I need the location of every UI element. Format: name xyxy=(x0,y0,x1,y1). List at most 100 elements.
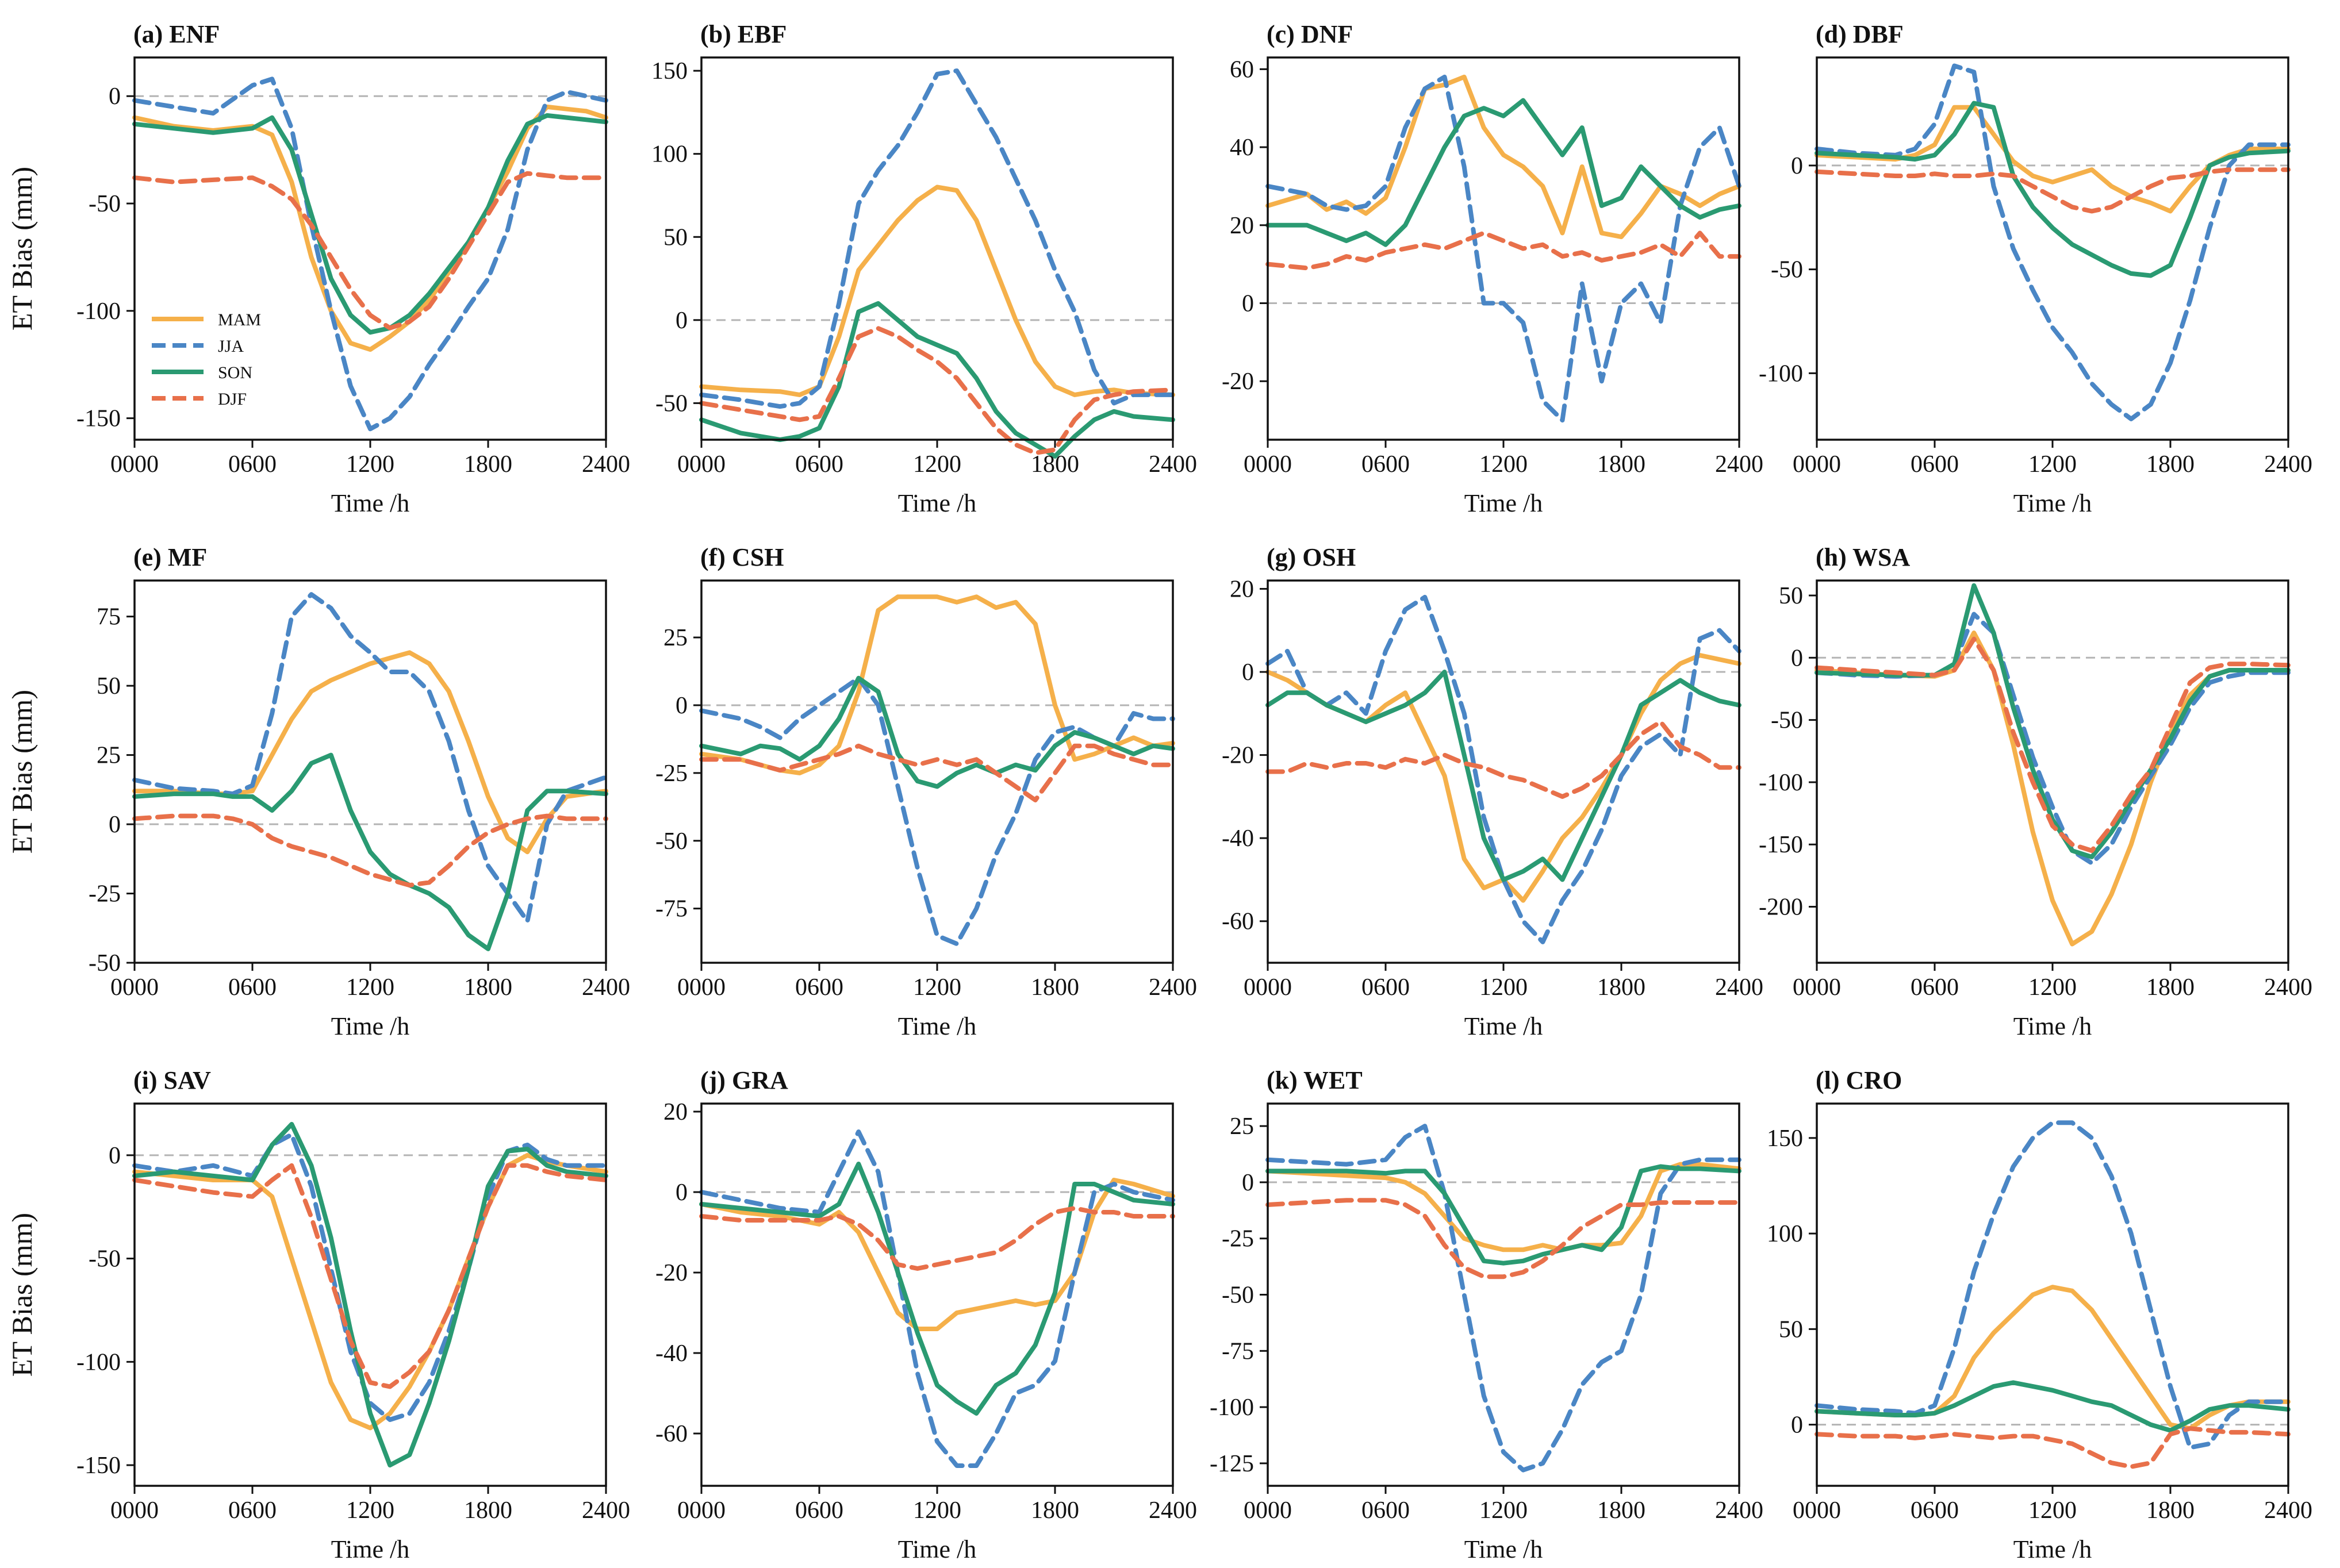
x-axis-label: Time /h xyxy=(898,489,977,517)
plot-frame xyxy=(1267,579,1740,964)
x-tick-label: 0600 xyxy=(228,1497,277,1524)
series-line-mam xyxy=(699,1178,1175,1331)
y-tick-label: 50 xyxy=(1779,583,1803,609)
x-tick-label: 1800 xyxy=(2146,974,2195,1001)
y-tick-label: -40 xyxy=(1222,825,1254,852)
panel-c-dnf: (c) DNF 0000 0600 1200 1800 2400 Time /h -20 0 20… xyxy=(1222,20,1763,517)
y-tick-label: -100 xyxy=(1759,360,1803,387)
x-axis-label: Time /h xyxy=(898,1012,977,1040)
series-line-jja xyxy=(1265,594,1741,944)
y-tick-label: 0 xyxy=(676,1179,688,1206)
series-line-djf xyxy=(132,1163,608,1389)
series-line-mam xyxy=(132,1152,608,1431)
y-tick-label: 0 xyxy=(109,83,121,110)
x-tick-label: 0000 xyxy=(677,974,726,1001)
x-tick-label: 0600 xyxy=(795,451,843,478)
series-line-jja xyxy=(132,76,608,432)
panel-f-csh: (f) CSH 0000 0600 1200 1800 2400 Time /h 25 0 -25… xyxy=(655,543,1197,1040)
series-line-son xyxy=(699,675,1175,789)
y-tick-label: -50 xyxy=(655,828,688,855)
x-tick-label: 1200 xyxy=(913,451,961,478)
panel-title: (l) CRO xyxy=(1816,1066,1902,1094)
x-tick-label: 1800 xyxy=(464,974,512,1001)
x-tick-label: 1200 xyxy=(913,1497,961,1524)
x-tick-label: 1200 xyxy=(346,1497,394,1524)
series-line-mam xyxy=(132,650,608,855)
x-tick-label: 0000 xyxy=(1244,974,1292,1001)
y-tick-label: 0 xyxy=(109,1143,121,1169)
y-tick-label: 20 xyxy=(1230,213,1254,239)
y-tick-label: -20 xyxy=(655,1260,688,1286)
series-line-jja xyxy=(699,68,1175,409)
y-tick-label: 75 xyxy=(97,604,121,631)
panel-title: (e) MF xyxy=(133,543,207,571)
x-tick-label: 2400 xyxy=(1149,974,1197,1001)
plot-frame xyxy=(133,579,607,964)
series-line-son xyxy=(1815,101,2291,278)
y-tick-label: -50 xyxy=(1222,1282,1254,1309)
y-tick-label: 40 xyxy=(1230,134,1254,161)
panel-d-dbf: (d) DBF 0000 0600 1200 1800 2400 Time /h 0 -50 -1… xyxy=(1759,20,2312,517)
x-tick-label: 2400 xyxy=(582,974,630,1001)
series-line-jja xyxy=(699,1129,1175,1468)
y-tick-label: -50 xyxy=(655,390,688,417)
series-line-son xyxy=(1265,1164,1741,1266)
x-tick-label: 1800 xyxy=(1597,451,1645,478)
x-tick-label: 0000 xyxy=(1793,1497,1841,1524)
panel-k-wet: (k) WET 0000 0600 1200 1800 2400 Time /h 25 0 -25… xyxy=(1210,1066,1763,1563)
x-tick-label: 0600 xyxy=(228,451,277,478)
x-tick-label: 1800 xyxy=(464,1497,512,1524)
panel-j-gra: (j) GRA 0000 0600 1200 1800 2400 Time /h 20 0 -20… xyxy=(655,1066,1197,1563)
x-tick-label: 0600 xyxy=(1911,451,1959,478)
x-tick-label: 2400 xyxy=(1715,451,1763,478)
series-line-mam xyxy=(1265,74,1741,240)
y-tick-label: 60 xyxy=(1230,56,1254,83)
panel-g-osh: (g) OSH 0000 0600 1200 1800 2400 Time /h 20 0 -20… xyxy=(1222,543,1763,1040)
x-tick-label: 0000 xyxy=(110,451,159,478)
plot-frame xyxy=(700,579,1174,964)
x-tick-label: 0000 xyxy=(110,1497,159,1524)
x-axis-label: Time /h xyxy=(2013,489,2092,517)
panel-title: (d) DBF xyxy=(1816,20,1904,48)
x-axis-label: Time /h xyxy=(1464,1012,1543,1040)
x-tick-label: 1800 xyxy=(1031,1497,1079,1524)
y-tick-label: -50 xyxy=(89,191,121,217)
y-tick-label: -25 xyxy=(655,760,688,787)
x-tick-label: 1200 xyxy=(2028,974,2077,1001)
x-tick-label: 1800 xyxy=(464,451,512,478)
x-tick-label: 0600 xyxy=(795,1497,843,1524)
x-tick-label: 2400 xyxy=(1149,1497,1197,1524)
x-tick-label: 1800 xyxy=(1597,974,1645,1001)
x-tick-label: 1200 xyxy=(346,974,394,1001)
series-line-son xyxy=(1815,1380,2291,1433)
y-tick-label: -20 xyxy=(1222,743,1254,769)
panel-a-enf: (a) ENF 0000 0600 1200 1800 2400 Time /h 0 -50 -1… xyxy=(6,20,630,517)
series-line-jja xyxy=(1265,1124,1741,1473)
plot-frame xyxy=(1816,56,2289,441)
x-tick-label: 0600 xyxy=(1911,1497,1959,1524)
y-tick-label: 50 xyxy=(663,224,688,251)
x-tick-label: 2400 xyxy=(2264,1497,2312,1524)
x-tick-label: 1200 xyxy=(2028,451,2077,478)
x-tick-label: 1200 xyxy=(2028,1497,2077,1524)
x-tick-label: 2400 xyxy=(2264,451,2312,478)
y-tick-label: -25 xyxy=(1222,1226,1254,1252)
x-tick-label: 0600 xyxy=(1911,974,1959,1001)
x-axis-label: Time /h xyxy=(2013,1535,2092,1563)
series-line-jja xyxy=(1815,1120,2291,1450)
x-tick-label: 2400 xyxy=(1715,1497,1763,1524)
x-tick-label: 0000 xyxy=(1793,451,1841,478)
y-tick-label: 50 xyxy=(97,673,121,700)
panel-i-sav: (i) SAV 0000 0600 1200 1800 2400 Time /h 0 -50 -1… xyxy=(6,1066,630,1563)
x-axis-label: Time /h xyxy=(1464,1535,1543,1563)
series-line-djf xyxy=(699,1206,1175,1271)
x-tick-label: 1200 xyxy=(1479,974,1528,1001)
y-tick-label: 0 xyxy=(1242,291,1254,317)
panel-title: (f) CSH xyxy=(700,543,784,571)
x-tick-label: 0600 xyxy=(228,974,277,1001)
y-tick-label: -100 xyxy=(1210,1394,1254,1421)
y-axis-label: ET Bias (mm) xyxy=(6,167,38,330)
x-tick-label: 1800 xyxy=(2146,451,2195,478)
y-tick-label: -40 xyxy=(655,1340,688,1367)
